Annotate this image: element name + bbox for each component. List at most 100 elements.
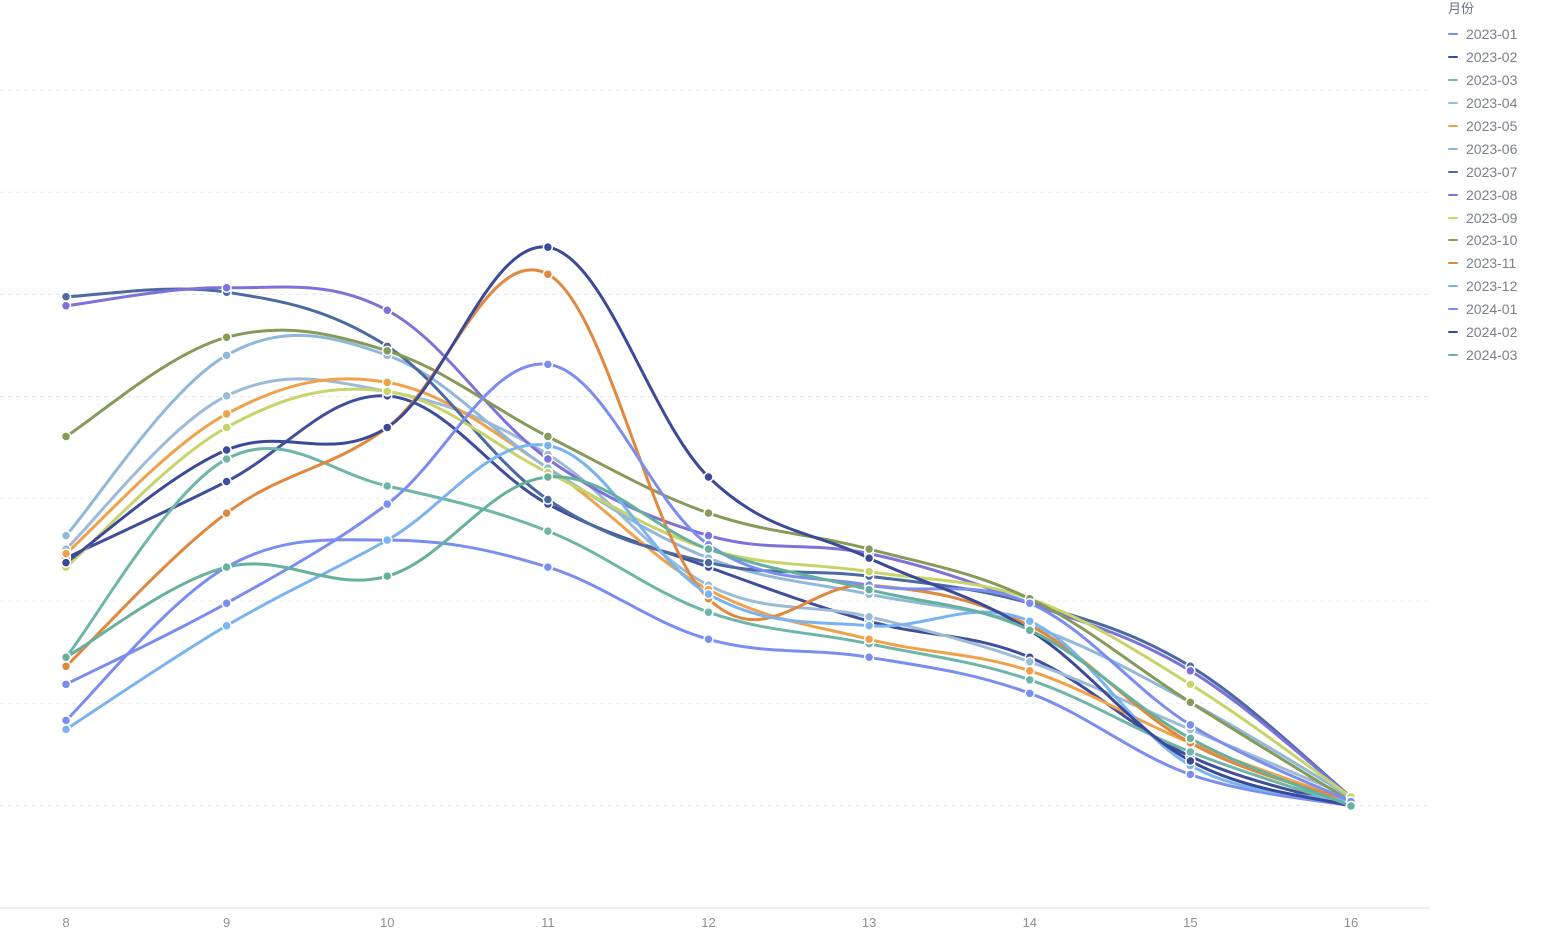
legend-item-2024-03[interactable]: 2024-03 (1448, 343, 1544, 366)
data-point-2024-01[interactable] (542, 359, 554, 370)
series-line-2023-05[interactable] (65, 377, 1352, 803)
series-line-2023-12[interactable] (65, 443, 1352, 803)
legend-item-2023-10[interactable]: 2023-10 (1448, 229, 1544, 252)
data-point-2023-07[interactable] (703, 557, 714, 568)
data-point-2023-01[interactable] (1185, 769, 1196, 780)
data-point-2023-11[interactable] (542, 268, 554, 280)
legend-item-2024-01[interactable]: 2024-01 (1448, 298, 1544, 321)
data-point-2024-01[interactable] (1024, 597, 1035, 609)
series-line-2023-06[interactable] (64, 333, 1352, 799)
data-point-2023-08[interactable] (382, 305, 393, 316)
data-point-2023-12[interactable] (863, 620, 875, 631)
legend-item-2023-08[interactable]: 2023-08 (1448, 183, 1544, 206)
data-point-2024-03[interactable] (542, 471, 554, 483)
data-point-2023-01[interactable] (542, 561, 554, 573)
data-point-2024-03[interactable] (863, 584, 875, 595)
series-line-2023-03[interactable] (64, 447, 1352, 808)
data-point-2023-12[interactable] (1024, 615, 1035, 627)
legend-item-2023-12[interactable]: 2023-12 (1448, 275, 1544, 298)
data-point-2023-09[interactable] (1185, 679, 1196, 690)
legend-item-2023-07[interactable]: 2023-07 (1448, 160, 1544, 183)
data-point-2024-01[interactable] (221, 597, 232, 609)
data-point-2023-03[interactable] (221, 453, 232, 465)
data-point-2023-10[interactable] (382, 345, 393, 357)
data-point-2023-12[interactable] (382, 534, 393, 546)
data-point-2024-02[interactable] (542, 241, 554, 253)
data-point-2024-03[interactable] (221, 561, 232, 573)
data-point-2024-02[interactable] (1185, 755, 1196, 767)
data-point-2023-01[interactable] (60, 715, 72, 726)
data-point-2023-12[interactable] (221, 620, 232, 631)
data-point-2023-08[interactable] (60, 300, 72, 312)
data-point-2023-12[interactable] (542, 440, 554, 451)
data-point-2023-11[interactable] (221, 507, 232, 519)
data-point-2024-03[interactable] (703, 543, 714, 555)
data-point-2023-04[interactable] (1024, 656, 1035, 668)
legend: 月份 2023-01 2023-02 2023-03 2023-04 2023-05 20… (1448, 0, 1544, 366)
data-point-2023-02[interactable] (221, 476, 232, 487)
data-point-2024-01[interactable] (60, 679, 72, 690)
data-point-2023-08[interactable] (221, 282, 232, 293)
series-line-2023-01[interactable] (64, 538, 1352, 808)
legend-item-2023-04[interactable]: 2023-04 (1448, 92, 1544, 115)
data-point-2023-05[interactable] (382, 377, 393, 388)
data-point-2023-08[interactable] (1185, 665, 1196, 677)
legend-swatch (1448, 308, 1458, 311)
legend-item-2023-03[interactable]: 2023-03 (1448, 69, 1544, 92)
data-point-2023-03[interactable] (1185, 746, 1196, 758)
data-point-2023-03[interactable] (1024, 674, 1035, 686)
data-point-2023-06[interactable] (60, 530, 72, 541)
data-point-2023-03[interactable] (542, 525, 554, 537)
legend-item-2023-09[interactable]: 2023-09 (1448, 206, 1544, 229)
data-point-2024-03[interactable] (1345, 800, 1357, 812)
legend-item-2023-11[interactable]: 2023-11 (1448, 252, 1544, 275)
legend-item-2023-05[interactable]: 2023-05 (1448, 115, 1544, 138)
data-point-2023-10[interactable] (1185, 697, 1196, 708)
data-point-2023-01[interactable] (1024, 688, 1035, 699)
data-point-2023-04[interactable] (221, 390, 232, 402)
data-point-2024-03[interactable] (60, 652, 72, 663)
legend-item-2023-06[interactable]: 2023-06 (1448, 137, 1544, 160)
data-point-2023-04[interactable] (863, 611, 875, 622)
data-point-2024-02[interactable] (863, 552, 875, 564)
data-point-2024-01[interactable] (382, 498, 393, 510)
series-line-2024-02[interactable] (65, 245, 1352, 808)
data-point-2024-02[interactable] (382, 422, 393, 433)
data-point-2024-02[interactable] (221, 444, 232, 456)
legend-item-2023-01[interactable]: 2023-01 (1448, 23, 1544, 46)
data-point-2023-06[interactable] (221, 350, 232, 361)
data-point-2023-12[interactable] (60, 724, 72, 735)
data-point-2023-09[interactable] (221, 422, 232, 433)
data-point-2023-01[interactable] (703, 634, 714, 645)
data-point-2023-05[interactable] (221, 408, 232, 420)
data-point-2023-01[interactable] (863, 652, 875, 663)
data-point-2023-11[interactable] (60, 661, 72, 672)
data-point-2023-12[interactable] (703, 588, 714, 600)
legend-swatch (1448, 147, 1458, 150)
legend-item-2023-02[interactable]: 2023-02 (1448, 46, 1544, 69)
data-point-2023-03[interactable] (382, 480, 393, 492)
data-point-2023-10[interactable] (221, 332, 232, 343)
data-point-2023-07[interactable] (60, 291, 72, 302)
data-point-2023-09[interactable] (382, 386, 393, 397)
data-point-2024-03[interactable] (1185, 733, 1196, 744)
legend-label: 2023-01 (1466, 26, 1518, 43)
data-point-2024-01[interactable] (1185, 719, 1196, 731)
data-point-2023-03[interactable] (703, 606, 714, 618)
data-point-2024-02[interactable] (60, 557, 72, 568)
data-point-2024-02[interactable] (703, 471, 714, 483)
data-point-2023-05[interactable] (60, 548, 72, 559)
data-point-2023-05[interactable] (1024, 665, 1035, 677)
data-point-2024-03[interactable] (1024, 624, 1035, 636)
data-point-2023-10[interactable] (703, 507, 714, 519)
data-point-2023-10[interactable] (60, 431, 72, 442)
data-point-2023-09[interactable] (863, 566, 875, 577)
data-point-2023-08[interactable] (542, 453, 554, 465)
data-point-2023-10[interactable] (863, 543, 875, 555)
data-point-2023-08[interactable] (703, 530, 714, 541)
data-point-2023-07[interactable] (542, 494, 554, 505)
legend-item-2024-02[interactable]: 2024-02 (1448, 321, 1544, 344)
data-point-2024-03[interactable] (382, 570, 393, 582)
data-point-2023-05[interactable] (863, 634, 875, 645)
data-point-2023-10[interactable] (542, 431, 554, 442)
